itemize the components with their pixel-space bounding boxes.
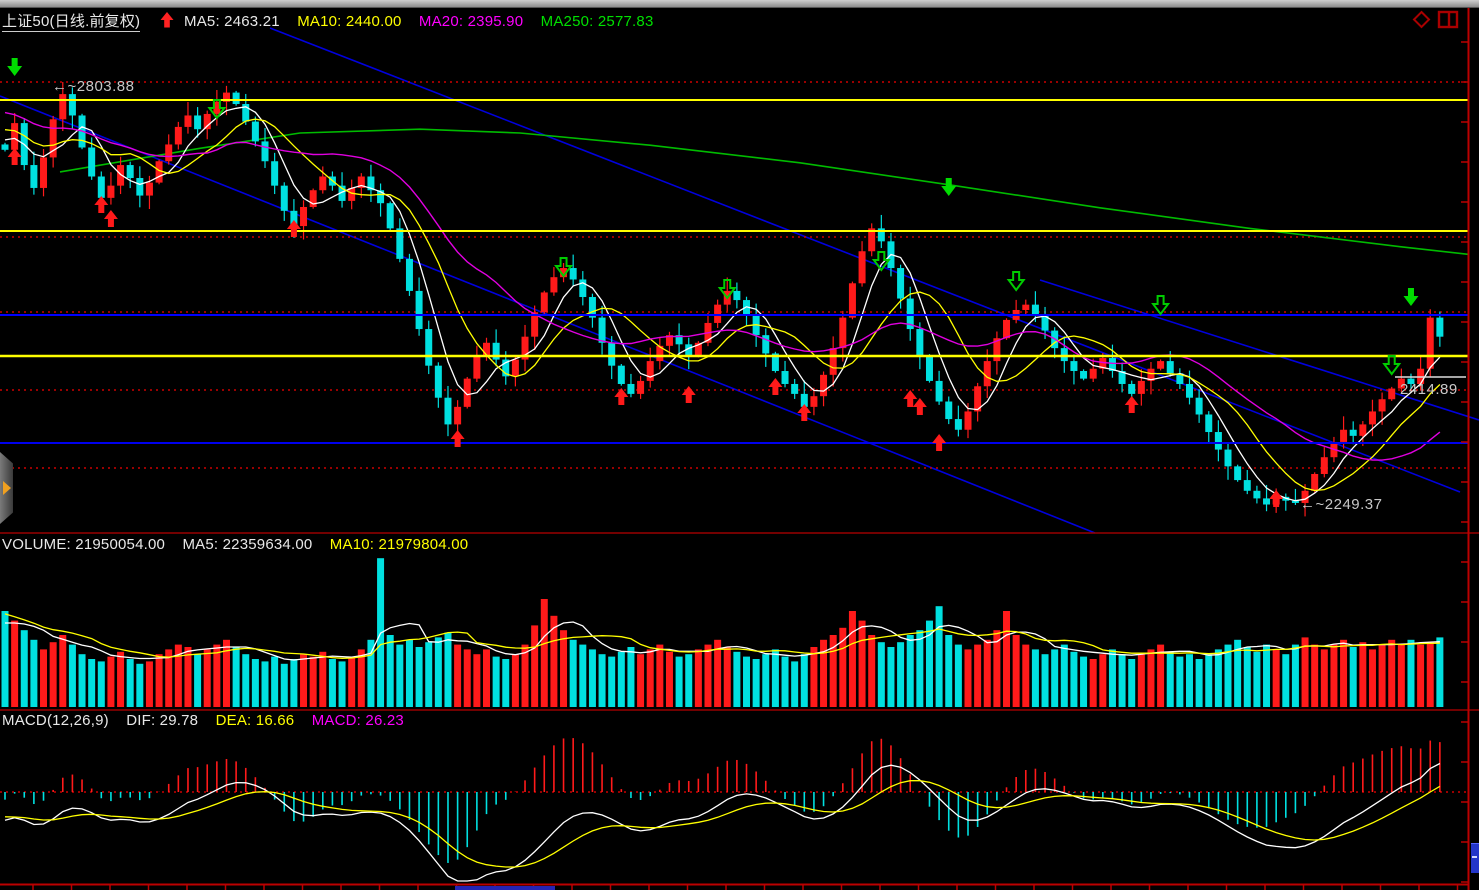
window-title-bar[interactable]	[0, 0, 1479, 8]
macd-histogram-layer	[4, 738, 1441, 863]
dea-readout: DEA: 16.66	[215, 712, 295, 729]
dif-readout: DIF: 29.78	[126, 712, 199, 729]
macd-panel-header: MACD(12,26,9) DIF: 29.78 DEA: 16.66 MACD…	[2, 712, 417, 729]
low-price-label: ←~2249.37	[1300, 496, 1383, 513]
recent-price-label: 2414.89	[1400, 381, 1458, 398]
scrollbar-thumb[interactable]	[455, 886, 555, 890]
volume-panel-header: VOLUME: 21950054.00 MA5: 22359634.00 MA1…	[2, 536, 481, 553]
candles-layer	[1, 82, 1444, 517]
volume-ma5-readout: MA5: 22359634.00	[182, 536, 313, 553]
macd-readout: MACD: 26.23	[311, 712, 404, 729]
arrow-right-icon	[3, 481, 11, 495]
chart-toolbar	[1412, 10, 1459, 29]
volume-ma10-readout: MA10: 21979804.00	[329, 536, 469, 553]
high-price-label: ←~2803.88	[52, 78, 135, 95]
split-window-icon[interactable]	[1437, 10, 1459, 29]
ma250-readout: MA250: 2577.83	[540, 13, 654, 30]
ma20-readout: MA20: 2395.90	[418, 13, 524, 30]
main-chart-header: 上证50(日线.前复权) MA5: 2463.21 MA10: 2440.00 …	[2, 10, 667, 32]
signal-arrows-layer	[7, 58, 1419, 507]
volume-bars-layer	[1, 558, 1444, 707]
volume-readout: VOLUME: 21950054.00	[2, 536, 166, 553]
ma10-readout: MA10: 2440.00	[297, 13, 402, 30]
macd-params-label: MACD(12,26,9)	[2, 712, 109, 729]
ma5-readout: MA5: 2463.21	[184, 13, 280, 30]
expand-sidebar-handle[interactable]	[0, 452, 13, 524]
badge-glyph	[1472, 856, 1477, 858]
up-arrow-icon	[160, 12, 174, 28]
chart-title[interactable]: 上证50(日线.前复权)	[2, 13, 141, 32]
diamond-icon[interactable]	[1412, 10, 1431, 29]
right-edge-badge[interactable]	[1471, 843, 1479, 873]
